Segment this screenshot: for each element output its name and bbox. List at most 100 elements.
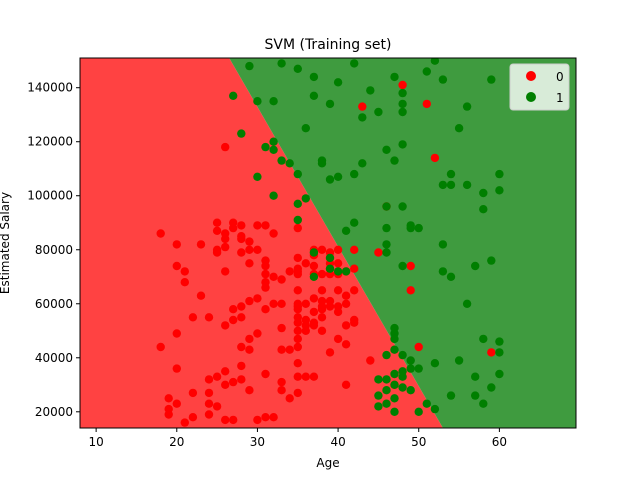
- data-point-class-1: [479, 188, 488, 198]
- data-point-class-1: [382, 375, 391, 384]
- data-point-class-0: [341, 291, 351, 300]
- data-point-class-0: [277, 345, 286, 354]
- data-point-class-1: [454, 356, 464, 365]
- data-point-class-1: [261, 142, 270, 152]
- data-point-class-0: [261, 221, 270, 230]
- data-point-class-1: [350, 169, 359, 179]
- data-point-class-1: [277, 59, 286, 68]
- data-point-class-0: [261, 305, 270, 314]
- data-point-class-1: [446, 391, 456, 400]
- data-point-class-1: [374, 375, 383, 384]
- y-tick-label: 20000: [35, 405, 73, 419]
- data-point-class-1: [277, 156, 286, 165]
- data-point-class-1: [309, 248, 319, 257]
- data-point-class-1: [406, 386, 415, 395]
- data-point-class-0: [309, 321, 319, 330]
- data-point-class-0: [277, 275, 286, 284]
- y-tick-label: 140000: [27, 81, 73, 95]
- data-point-class-0: [285, 267, 294, 276]
- data-point-class-1: [293, 169, 302, 179]
- data-point-class-0: [341, 299, 351, 308]
- data-point-class-0: [317, 313, 327, 322]
- data-point-class-1: [229, 91, 238, 101]
- data-point-class-1: [398, 383, 407, 392]
- data-point-class-1: [374, 107, 383, 117]
- data-point-class-0: [156, 229, 165, 238]
- data-point-class-0: [285, 345, 294, 354]
- data-point-class-0: [261, 283, 270, 292]
- data-point-class-0: [301, 259, 310, 268]
- data-point-class-0: [301, 326, 310, 335]
- decision-regions: [80, 58, 576, 428]
- data-point-class-1: [390, 369, 399, 379]
- data-point-class-0: [333, 245, 343, 254]
- data-point-class-0: [229, 415, 238, 425]
- x-tick-label: 20: [169, 435, 184, 449]
- legend-label-class-0: 0: [556, 70, 564, 84]
- data-point-class-0: [229, 377, 238, 387]
- data-point-class-0: [221, 234, 230, 244]
- data-point-class-0: [269, 229, 278, 238]
- data-point-class-0: [221, 367, 230, 376]
- data-point-class-1: [293, 199, 302, 208]
- data-point-class-1: [398, 99, 407, 109]
- data-point-class-0: [341, 380, 351, 389]
- data-point-class-0: [333, 259, 343, 268]
- data-point-class-0: [245, 345, 254, 354]
- data-point-class-1: [269, 145, 278, 154]
- data-point-class-1: [382, 399, 391, 408]
- data-point-class-1: [382, 248, 391, 257]
- data-point-class-1: [495, 337, 504, 346]
- data-point-class-1: [366, 86, 375, 95]
- data-point-class-0: [430, 153, 440, 163]
- data-point-class-1: [358, 159, 367, 168]
- data-point-class-0: [188, 413, 198, 422]
- data-point-class-0: [293, 388, 302, 398]
- data-point-class-0: [341, 321, 351, 330]
- data-point-class-1: [390, 345, 399, 354]
- data-point-class-1: [471, 372, 480, 381]
- region-class-1: [229, 58, 576, 428]
- data-point-class-0: [406, 286, 415, 295]
- data-point-class-0: [277, 323, 286, 333]
- data-point-class-0: [269, 413, 278, 422]
- data-point-class-0: [374, 248, 383, 257]
- data-point-class-0: [309, 372, 319, 381]
- data-point-class-1: [462, 299, 472, 308]
- data-point-class-0: [245, 237, 254, 246]
- data-point-class-1: [398, 350, 407, 360]
- data-point-class-1: [471, 391, 480, 400]
- data-point-class-1: [495, 348, 504, 357]
- data-point-class-1: [390, 72, 399, 82]
- y-tick-label: 40000: [35, 351, 73, 365]
- legend-label-class-1: 1: [556, 91, 564, 105]
- data-point-class-1: [374, 402, 383, 411]
- data-point-class-0: [172, 261, 181, 271]
- data-point-class-0: [204, 410, 214, 419]
- data-point-class-1: [422, 67, 431, 76]
- data-point-class-0: [196, 291, 206, 300]
- data-point-class-1: [341, 226, 351, 235]
- data-point-class-0: [164, 410, 173, 419]
- data-point-class-1: [350, 218, 359, 227]
- x-axis-label: Age: [316, 456, 339, 470]
- data-point-class-0: [325, 302, 335, 311]
- data-point-class-1: [301, 124, 310, 133]
- data-point-class-1: [430, 404, 440, 414]
- data-point-class-0: [309, 294, 319, 303]
- legend-box: [509, 63, 570, 111]
- data-point-class-0: [212, 226, 222, 235]
- data-point-class-0: [269, 299, 278, 308]
- data-point-class-1: [446, 169, 456, 179]
- data-point-class-1: [253, 172, 262, 181]
- legend-marker-class-0: [526, 71, 536, 81]
- data-point-class-0: [325, 348, 335, 357]
- y-tick-label: 120000: [27, 135, 73, 149]
- data-point-class-0: [172, 329, 181, 338]
- y-tick-label: 100000: [27, 189, 73, 203]
- data-point-class-0: [172, 364, 181, 373]
- data-point-class-0: [317, 269, 327, 279]
- data-point-class-0: [212, 402, 222, 411]
- data-point-class-1: [446, 272, 456, 281]
